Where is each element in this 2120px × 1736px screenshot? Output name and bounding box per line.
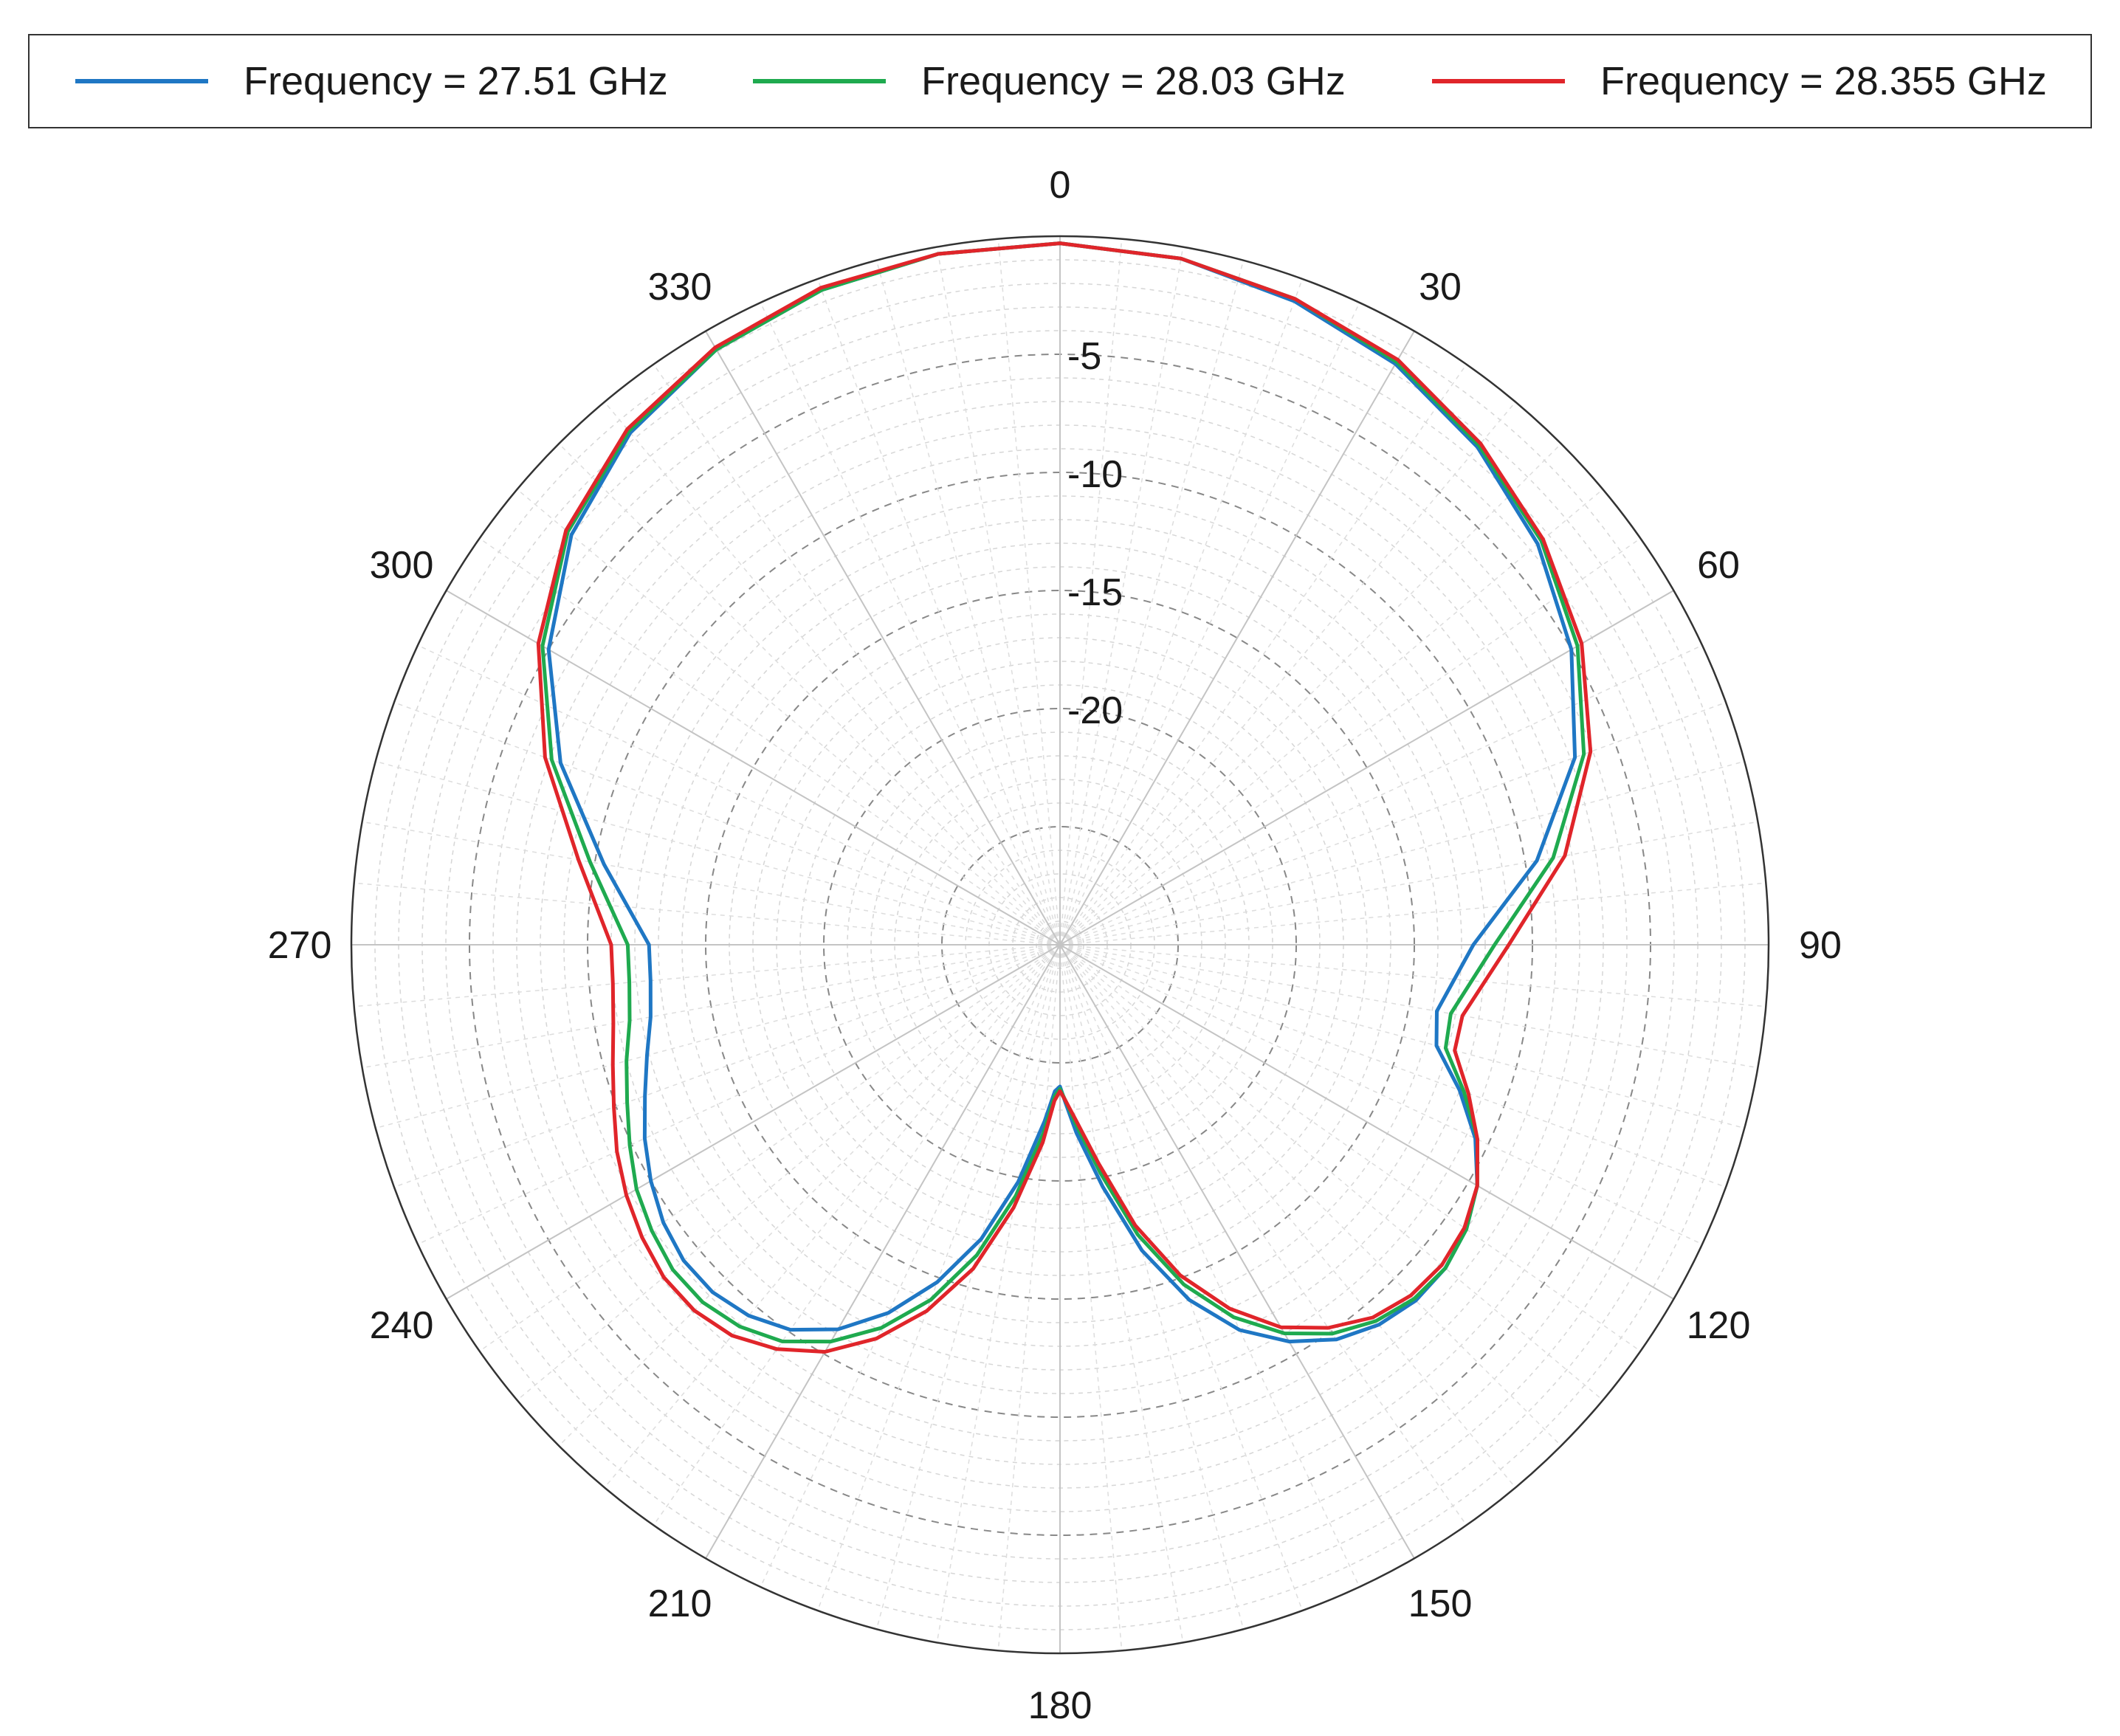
minor-grid-spoke bbox=[354, 882, 1061, 946]
minor-grid-spoke bbox=[479, 944, 1061, 1352]
minor-grid-spoke bbox=[604, 944, 1061, 1488]
minor-grid-spoke bbox=[558, 944, 1061, 1447]
legend-swatch-series-3 bbox=[1432, 79, 1565, 83]
minor-grid-spoke bbox=[1059, 701, 1727, 946]
minor-grid-spoke bbox=[375, 760, 1061, 946]
major-grid-spoke bbox=[446, 944, 1061, 1300]
minor-grid-spoke bbox=[1059, 944, 1562, 1447]
minor-grid-spoke bbox=[417, 644, 1061, 946]
minor-grid-spoke bbox=[479, 537, 1061, 946]
major-grid-spoke bbox=[1059, 944, 1674, 1300]
minor-grid-spoke bbox=[653, 944, 1061, 1526]
minor-grid-spoke bbox=[558, 443, 1061, 946]
angle-tick-label: 30 bbox=[1419, 266, 1462, 309]
major-grid-spoke bbox=[705, 944, 1061, 1559]
minor-grid-spoke bbox=[1059, 537, 1641, 946]
minor-grid-spoke bbox=[604, 402, 1061, 946]
legend-swatch-series-1 bbox=[75, 79, 208, 83]
minor-grid-spoke bbox=[1059, 944, 1727, 1188]
minor-grid-spoke bbox=[1059, 944, 1766, 1008]
angle-tick-label: 0 bbox=[1050, 164, 1071, 207]
legend-swatch-series-2 bbox=[753, 79, 886, 83]
axis-labels: 0 30 60 90 120 150 180 210 240 270 300 330 -5 -10 -15 -… bbox=[268, 164, 1842, 1727]
minor-grid-spoke bbox=[1059, 944, 1360, 1588]
radial-tick-label: -10 bbox=[1067, 453, 1123, 496]
minor-grid-spoke bbox=[875, 944, 1061, 1630]
minor-grid-spoke bbox=[997, 944, 1061, 1651]
minor-grid-spoke bbox=[1059, 882, 1766, 946]
minor-grid-spoke bbox=[1059, 944, 1516, 1488]
radial-tick-label: -20 bbox=[1067, 689, 1123, 732]
minor-grid-spoke bbox=[1059, 302, 1360, 946]
legend-entry-series-1: Frequency = 27.51 GHz bbox=[75, 35, 668, 127]
minor-grid-spoke bbox=[393, 701, 1061, 946]
legend: Frequency = 27.51 GHz Frequency = 28.03 … bbox=[28, 34, 2092, 128]
minor-grid-spoke bbox=[375, 944, 1061, 1129]
legend-label-series-1: Frequency = 27.51 GHz bbox=[244, 59, 668, 103]
series-line-1 bbox=[546, 241, 1577, 1344]
outer-circle bbox=[350, 235, 1770, 1655]
minor-grid-spoke bbox=[1059, 278, 1304, 946]
minor-grid-spoke bbox=[816, 278, 1061, 946]
minor-grid-spoke bbox=[1059, 260, 1245, 946]
minor-grid-spoke bbox=[1059, 489, 1603, 946]
radial-tick-label: -15 bbox=[1067, 571, 1123, 614]
minor-grid-spoke bbox=[816, 944, 1061, 1611]
minor-grid-spoke bbox=[362, 821, 1061, 946]
minor-grid-spoke bbox=[997, 238, 1061, 946]
minor-grid-spoke bbox=[1059, 402, 1516, 946]
minor-grid-spoke bbox=[1059, 760, 1745, 946]
angle-tick-label: 210 bbox=[648, 1582, 712, 1625]
angle-tick-label: 270 bbox=[268, 924, 332, 967]
legend-entry-series-3: Frequency = 28.355 GHz bbox=[1432, 35, 2047, 127]
minor-grid-spoke bbox=[936, 944, 1061, 1643]
polar-grid bbox=[350, 235, 1770, 1655]
angle-tick-label: 120 bbox=[1687, 1304, 1751, 1347]
angle-tick-label: 330 bbox=[648, 266, 712, 309]
legend-entry-series-2: Frequency = 28.03 GHz bbox=[753, 35, 1346, 127]
major-grid-spoke bbox=[705, 331, 1061, 946]
minor-grid-spoke bbox=[1059, 644, 1703, 946]
minor-grid-spoke bbox=[1059, 944, 1745, 1129]
minor-grid-spoke bbox=[393, 944, 1061, 1188]
major-grid-spoke bbox=[1059, 944, 1415, 1559]
minor-grid-spoke bbox=[517, 489, 1061, 946]
angle-tick-label: 180 bbox=[1028, 1684, 1092, 1727]
series-layer bbox=[536, 241, 1593, 1354]
legend-label-series-3: Frequency = 28.355 GHz bbox=[1600, 59, 2047, 103]
minor-grid-spoke bbox=[1059, 944, 1758, 1069]
minor-grid-spoke bbox=[760, 302, 1061, 946]
angle-tick-label: 150 bbox=[1408, 1582, 1473, 1625]
minor-grid-spoke bbox=[354, 944, 1061, 1008]
minor-grid-spoke bbox=[1059, 944, 1603, 1401]
minor-grid-spoke bbox=[653, 364, 1061, 946]
minor-grid-spoke bbox=[1059, 821, 1758, 946]
series-line-2 bbox=[540, 241, 1586, 1344]
minor-grid-spoke bbox=[1059, 944, 1245, 1630]
minor-grid-spoke bbox=[875, 260, 1061, 946]
minor-grid-spoke bbox=[1059, 247, 1184, 946]
angle-tick-label: 90 bbox=[1799, 924, 1842, 967]
minor-grid-spoke bbox=[362, 944, 1061, 1069]
minor-grid-spoke bbox=[1059, 944, 1467, 1526]
legend-label-series-2: Frequency = 28.03 GHz bbox=[921, 59, 1346, 103]
minor-grid-spoke bbox=[1059, 364, 1467, 946]
minor-grid-spoke bbox=[1059, 944, 1123, 1651]
minor-grid-spoke bbox=[1059, 944, 1184, 1643]
angle-tick-label: 240 bbox=[370, 1304, 434, 1347]
major-grid-spoke bbox=[1059, 331, 1415, 946]
series-line-3 bbox=[536, 241, 1593, 1354]
angle-tick-label: 300 bbox=[370, 544, 434, 587]
minor-grid-spoke bbox=[517, 944, 1061, 1401]
minor-grid-spoke bbox=[417, 944, 1061, 1245]
minor-grid-spoke bbox=[1059, 944, 1641, 1352]
minor-grid-spoke bbox=[1059, 944, 1703, 1245]
minor-grid-spoke bbox=[936, 247, 1061, 946]
minor-grid-spoke bbox=[760, 944, 1061, 1588]
angle-tick-label: 60 bbox=[1697, 544, 1740, 587]
minor-grid-spoke bbox=[1059, 443, 1562, 946]
minor-grid-spoke bbox=[1059, 238, 1123, 946]
radial-tick-label: -5 bbox=[1067, 335, 1101, 378]
